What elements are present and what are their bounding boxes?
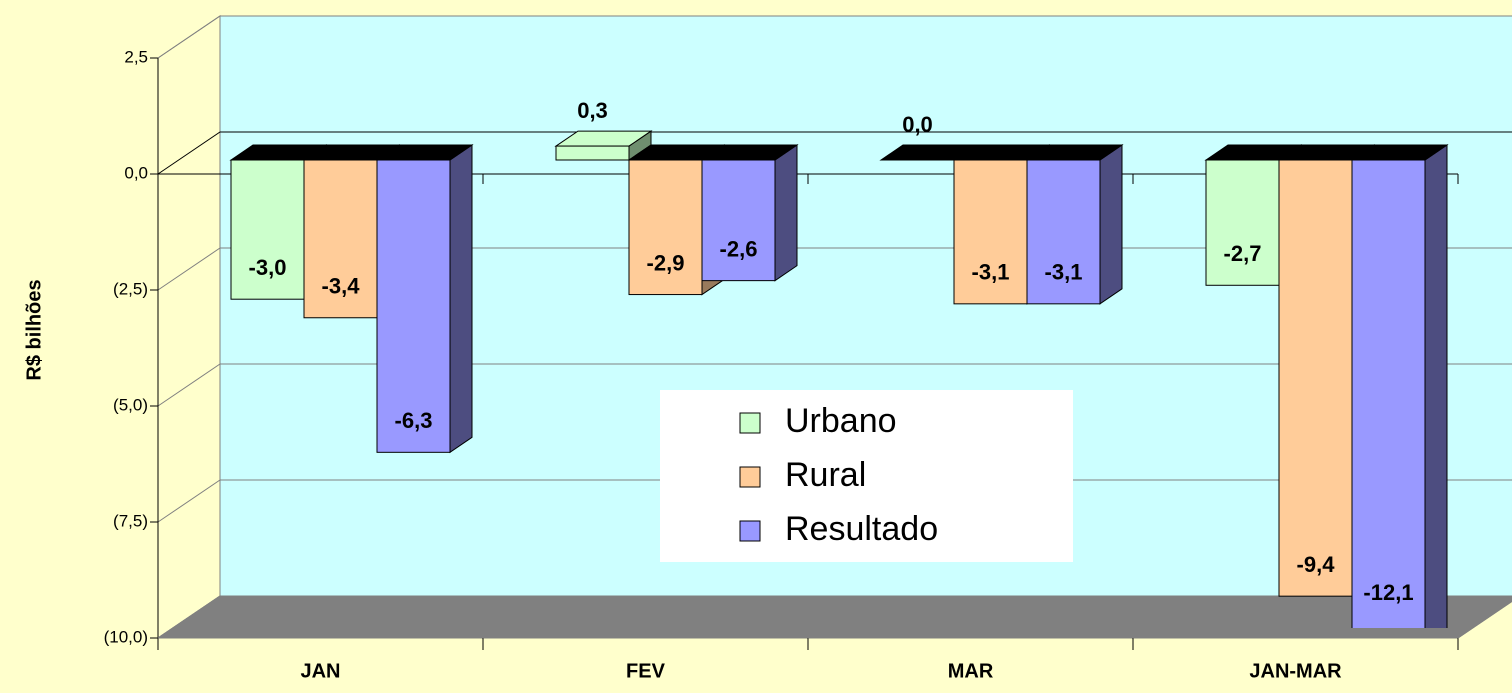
value-label: 0,0 <box>902 112 933 137</box>
value-label: 0,3 <box>577 98 608 123</box>
value-label: -12,1 <box>1363 580 1413 605</box>
y-tick-label: (2,5) <box>113 279 148 298</box>
floor-edge <box>1457 600 1512 639</box>
value-label: -3,0 <box>249 255 287 280</box>
bar <box>554 130 653 161</box>
legend-label: Rural <box>785 456 866 494</box>
floor-edge <box>1132 595 1196 639</box>
value-label: -9,4 <box>1297 552 1336 577</box>
side-wall <box>157 15 221 639</box>
floor-edge <box>157 595 221 639</box>
floor <box>156 595 1512 639</box>
bar-front <box>701 159 776 282</box>
y-tick-label: (10,0) <box>104 627 148 646</box>
y-tick-label: (7,5) <box>113 511 148 530</box>
x-tick-label: MAR <box>948 660 994 682</box>
bar <box>375 144 474 454</box>
legend-box <box>660 390 1073 562</box>
bar-side <box>449 144 473 454</box>
bar-front <box>1351 159 1426 628</box>
value-label: -2,6 <box>720 236 758 261</box>
legend-label: Resultado <box>785 510 938 548</box>
bar-front <box>303 159 378 319</box>
bar-front <box>555 145 630 161</box>
bar-side <box>774 144 798 282</box>
zero-line-back <box>157 131 1512 175</box>
y-tick-label: 2,5 <box>124 47 148 66</box>
bar-side <box>1099 144 1123 305</box>
y-axis-title: R$ bilhões <box>23 279 45 380</box>
legend-swatch <box>739 520 761 542</box>
legend-swatch <box>739 466 761 488</box>
value-label: -2,9 <box>647 250 685 275</box>
grid-line <box>157 479 1512 523</box>
value-label: -3,1 <box>972 260 1010 285</box>
x-tick-label: FEV <box>626 660 666 682</box>
grid-line <box>157 363 1512 407</box>
value-label: -3,1 <box>1045 260 1083 285</box>
bar-side <box>1424 144 1448 628</box>
bar <box>1025 144 1124 305</box>
legend-swatch <box>739 412 761 434</box>
bar-front <box>376 159 451 453</box>
y-tick-label: (5,0) <box>113 395 148 414</box>
floor-edge <box>482 595 546 639</box>
value-label: -3,4 <box>322 274 361 299</box>
bar-front <box>1026 159 1101 305</box>
legend-label: Urbano <box>785 402 897 440</box>
bar-front <box>230 159 305 300</box>
value-label: -6,3 <box>395 408 433 433</box>
x-tick-label: JAN-MAR <box>1249 660 1342 682</box>
bar-front <box>1205 159 1280 286</box>
bar-front <box>1278 159 1353 597</box>
grid-line <box>157 15 1512 59</box>
value-label: -2,7 <box>1224 241 1262 266</box>
bar <box>1350 144 1449 628</box>
bars <box>229 130 1449 628</box>
floor-edge <box>807 595 871 639</box>
y-tick-label: 0,0 <box>124 163 148 182</box>
x-tick-label: JAN <box>300 660 340 682</box>
bar-front <box>953 159 1028 305</box>
bar <box>700 144 799 282</box>
